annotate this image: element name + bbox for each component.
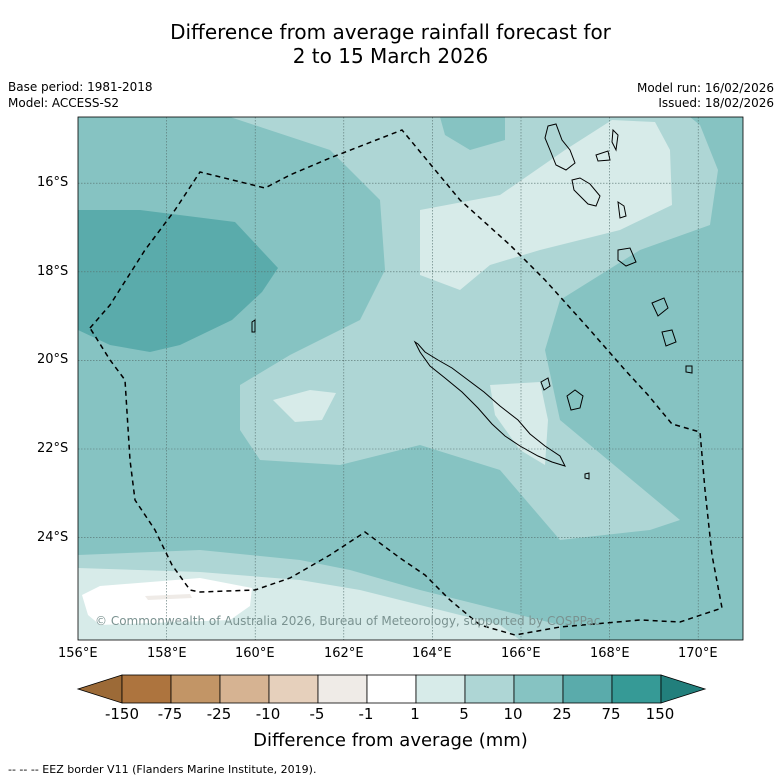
copyright-text: © Commonwealth of Australia 2026, Bureau… [95,614,601,628]
x-tick-label: 164°E [412,646,452,661]
colorbar-segment [464,674,515,704]
band-fill [82,578,252,625]
y-tick-label: 18°S [37,264,69,279]
model-run: Model run: 16/02/2026 [636,81,774,95]
issued-date: Issued: 18/02/2026 [658,96,774,110]
title-line-1: Difference from average rainfall forecas… [170,20,611,44]
x-tick-label: 158°E [147,646,187,661]
colorbar-label: -1 [358,705,374,723]
band-fill [420,120,672,290]
colorbar-segment [317,674,368,704]
colorbar-segment [121,674,172,704]
island-coast [617,200,627,219]
island-coast [595,150,611,162]
colorbar-segment [219,674,270,704]
gridlines [78,117,743,640]
band-fill [273,390,336,422]
colorbar-label: -25 [206,705,232,723]
colorbar-label: 150 [645,705,675,723]
island-coast [617,247,637,267]
title-line-2: 2 to 15 March 2026 [292,44,489,68]
island-coast [611,128,619,152]
colorbar [76,674,707,704]
new-caledonia-coast [413,340,566,467]
coastlines [251,123,693,480]
colorbar-segment [513,674,564,704]
colorbar-label: 5 [459,705,469,723]
model-name: Model: ACCESS-S2 [8,96,120,110]
x-tick-label: 162°E [324,646,364,661]
colorbar-label: 1 [410,705,420,723]
band-fill [145,594,192,600]
island-coast [566,389,584,411]
colorbar-label: 10 [503,705,523,723]
y-tick-label: 16°S [37,175,69,190]
band-fill [490,382,548,465]
colorbar-segment [611,674,662,704]
colorbar-segment [366,674,417,704]
colorbar-label: 75 [601,705,621,723]
colorbar-segment [415,674,466,704]
colorbar-label: -150 [104,705,140,723]
x-tick-label: 160°E [235,646,275,661]
colorbar-segment [170,674,221,704]
island-coast [584,472,590,480]
x-tick-label: 156°E [58,646,98,661]
colorbar-segment [268,674,319,704]
colorbar-segment [562,674,613,704]
map-frame [77,116,744,641]
band-fill [440,117,505,150]
eez-border [89,129,723,636]
colorbar-label: -10 [255,705,281,723]
colorbar-label: -75 [157,705,183,723]
island-coast [661,329,677,347]
island-coast [251,319,256,333]
colorbar-extend-low [76,674,123,704]
colorbar-label: 25 [552,705,572,723]
x-tick-label: 170°E [678,646,718,661]
island-coast [651,297,669,317]
colorbar-extend-high [660,674,707,704]
x-tick-label: 168°E [590,646,630,661]
band-fill [78,210,278,352]
eez-footnote: -- -- -- EEZ border V11 (Flanders Marine… [8,763,317,776]
y-tick-label: 22°S [37,441,69,456]
base-period: Base period: 1981-2018 [8,80,153,94]
island-coast [685,365,693,374]
vanuatu-coast [544,123,576,171]
y-tick-label: 24°S [37,530,69,545]
map-area [78,117,743,640]
colorbar-title: Difference from average (mm) [253,730,528,751]
y-tick-label: 20°S [37,352,69,367]
island-coast [540,377,551,391]
colorbar-label: -5 [309,705,325,723]
x-tick-label: 166°E [501,646,541,661]
island-coast [571,177,601,207]
